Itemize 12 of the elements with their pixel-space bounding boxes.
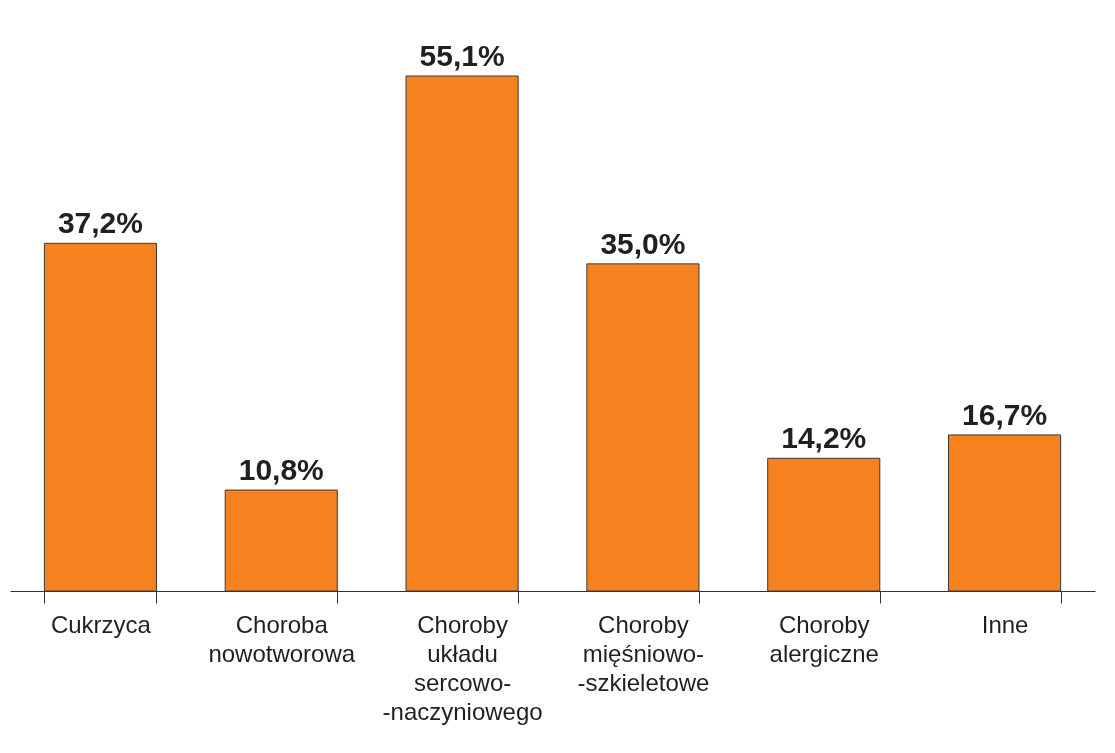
x-tick-label: Choroby alergiczne — [769, 610, 879, 667]
data-label: 14,2% — [781, 421, 867, 455]
x-tick-label: Inne — [981, 610, 1029, 638]
x-tick-label: Cukrzyca — [50, 610, 152, 638]
data-label: 37,2% — [57, 206, 143, 240]
data-label: 55,1% — [419, 39, 505, 72]
data-label: 16,7% — [962, 397, 1048, 431]
x-tick-label: Choroba nowotworowa — [208, 610, 356, 667]
data-label: 10,8% — [238, 453, 324, 487]
x-tick-label: Choroby mięśniowo- -szkieletowe — [577, 610, 710, 696]
data-label: 35,0% — [600, 226, 686, 260]
x-tick-label: Choroby układu sercowo- -naczyniowego — [382, 610, 543, 725]
